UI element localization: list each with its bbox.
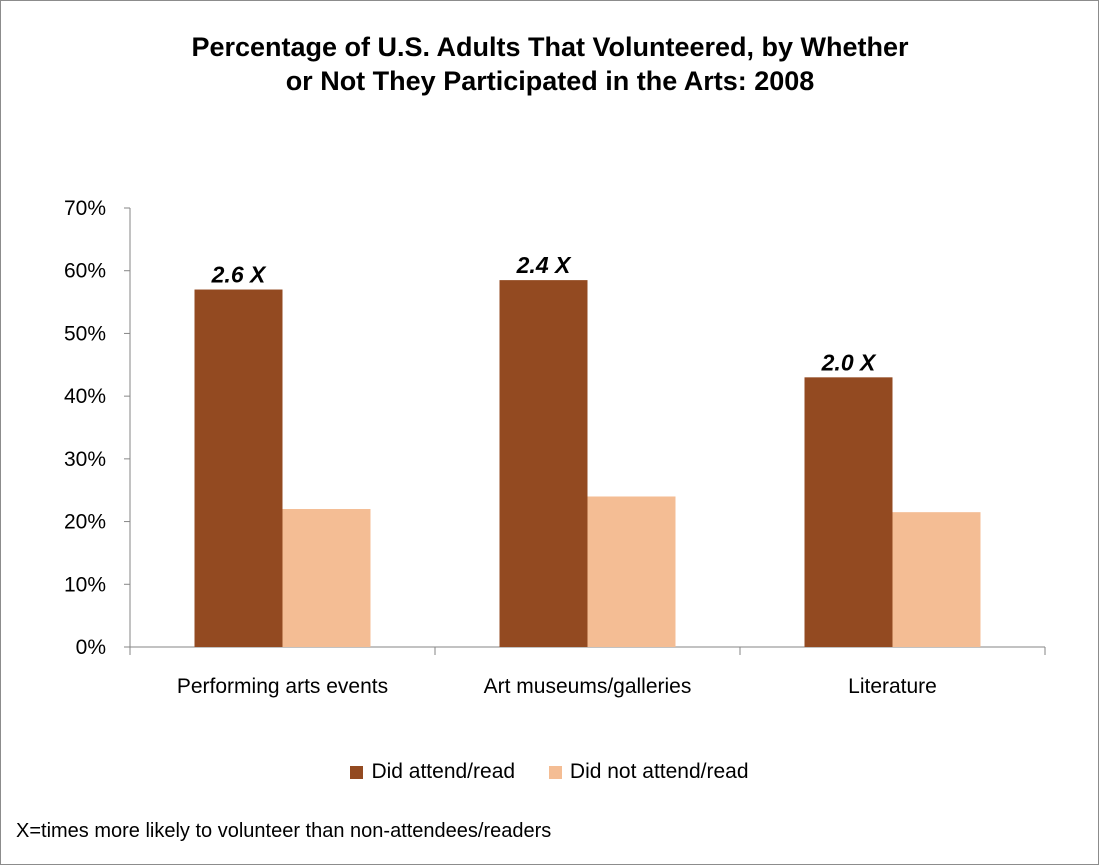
legend-swatch-attended (350, 765, 364, 779)
y-tick-label: 60% (64, 260, 106, 283)
legend-label-not-attended: Did not attend/read (569, 760, 749, 783)
x-tick-label: Literature (848, 675, 937, 698)
legend-swatch-not-attended (548, 765, 562, 779)
y-tick-label: 30% (64, 448, 106, 471)
bar-not-attended (587, 496, 676, 647)
bar-not-attended (892, 512, 981, 647)
multiplier-label: 2.6 X (211, 262, 267, 288)
y-tick-label: 0% (76, 636, 106, 659)
legend-item-attended: Did attend/read (350, 760, 515, 784)
bar-attended (499, 280, 588, 647)
multiplier-label: 2.4 X (516, 252, 572, 278)
legend-item-not-attended: Did not attend/read (548, 760, 749, 784)
bar-attended (194, 289, 283, 647)
bar-not-attended (282, 509, 371, 647)
footnote: X=times more likely to volunteer than no… (16, 820, 552, 842)
y-tick-label: 70% (64, 197, 106, 220)
x-tick-label: Performing arts events (177, 675, 388, 698)
y-tick-label: 10% (64, 573, 106, 596)
multiplier-label: 2.0 X (821, 349, 877, 375)
chart-title-line-1: Percentage of U.S. Adults That Volunteer… (191, 32, 909, 62)
bar-attended (804, 377, 893, 647)
chart-title: Percentage of U.S. Adults That Volunteer… (60, 30, 1040, 98)
x-tick-label: Art museums/galleries (484, 675, 692, 698)
legend: Did attend/read Did not attend/read (0, 760, 1099, 785)
y-tick-label: 50% (64, 322, 106, 345)
y-tick-label: 20% (64, 511, 106, 534)
legend-label-attended: Did attend/read (371, 760, 516, 783)
chart-title-line-2: or Not They Participated in the Arts: 20… (285, 66, 815, 96)
y-tick-label: 40% (64, 385, 106, 408)
